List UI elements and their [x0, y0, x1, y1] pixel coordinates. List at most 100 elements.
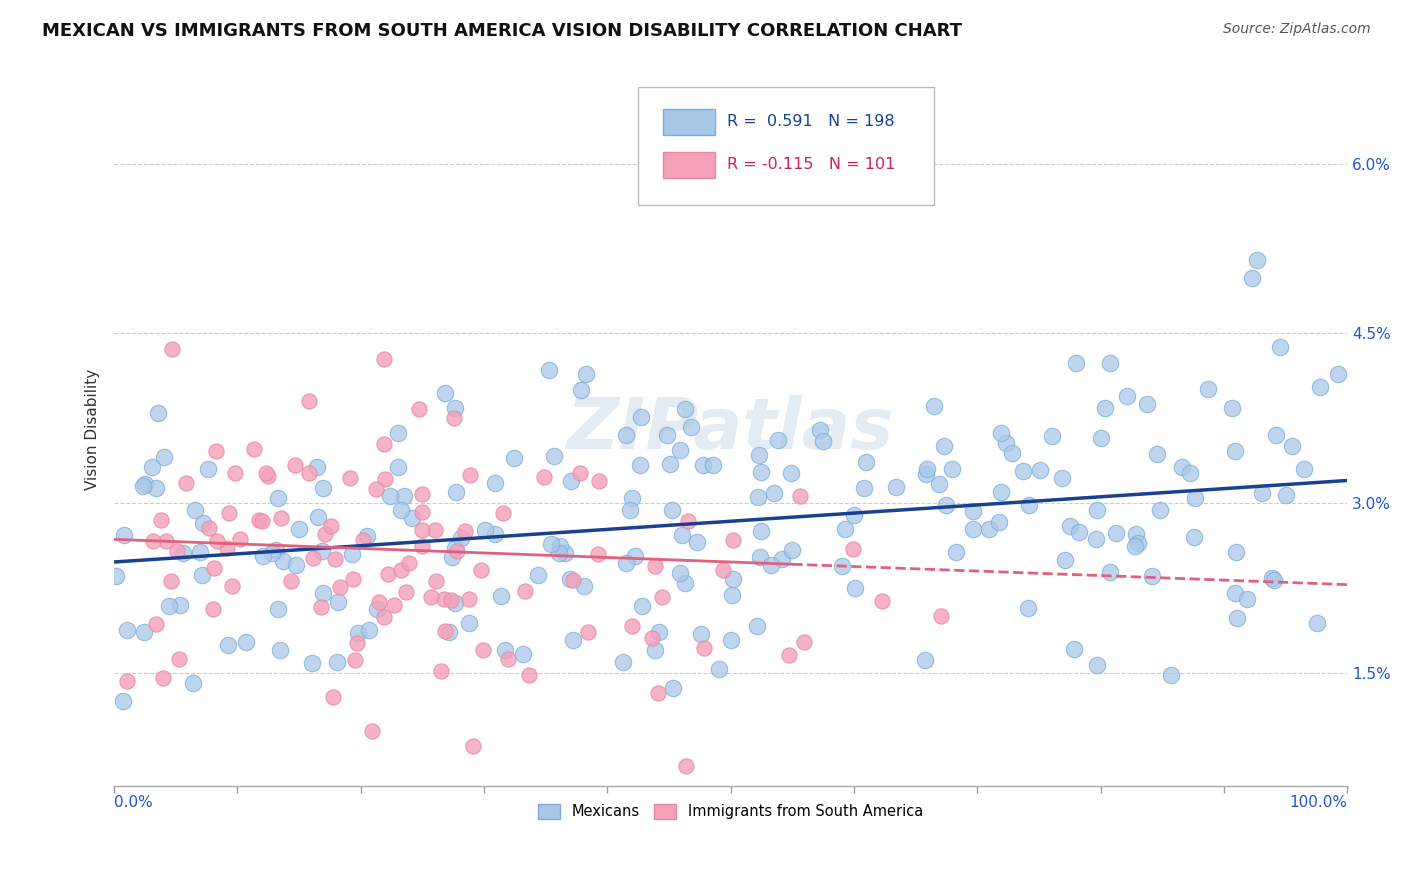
- Point: [990, 426, 1012, 441]
- Point: [266, 601, 288, 615]
- Point: [1160, 668, 1182, 682]
- Point: [1123, 539, 1146, 553]
- Point: [191, 568, 214, 582]
- Point: [197, 462, 219, 476]
- Point: [104, 568, 127, 582]
- Point: [492, 506, 515, 520]
- Point: [931, 608, 953, 623]
- Point: [132, 479, 155, 493]
- Point: [454, 524, 477, 538]
- Point: [1067, 524, 1090, 539]
- Point: [841, 542, 863, 557]
- Point: [673, 575, 696, 590]
- Point: [221, 579, 243, 593]
- Point: [1146, 447, 1168, 461]
- Point: [1197, 382, 1219, 396]
- Point: [392, 489, 415, 503]
- Point: [394, 585, 416, 599]
- Point: [1059, 519, 1081, 533]
- Point: [1128, 536, 1150, 550]
- Point: [915, 461, 938, 475]
- Point: [235, 635, 257, 649]
- Text: R =  0.591   N = 198: R = 0.591 N = 198: [727, 114, 894, 129]
- Point: [169, 651, 191, 665]
- Point: [458, 592, 481, 607]
- Point: [389, 502, 412, 516]
- Point: [870, 594, 893, 608]
- Point: [1274, 488, 1296, 502]
- Point: [356, 529, 378, 543]
- Point: [914, 653, 936, 667]
- Point: [134, 477, 156, 491]
- Point: [1225, 586, 1247, 600]
- Point: [569, 383, 592, 397]
- Point: [269, 643, 291, 657]
- Point: [517, 668, 540, 682]
- Point: [115, 623, 138, 637]
- Point: [562, 573, 585, 587]
- Point: [326, 594, 349, 608]
- Point: [301, 656, 323, 670]
- Point: [612, 655, 634, 669]
- Point: [661, 503, 683, 517]
- Point: [433, 592, 456, 607]
- Point: [157, 599, 180, 613]
- Point: [491, 589, 513, 603]
- Y-axis label: Vision Disability: Vision Disability: [86, 369, 100, 491]
- Point: [1309, 380, 1331, 394]
- Point: [373, 352, 395, 367]
- Point: [434, 385, 457, 400]
- Point: [252, 549, 274, 564]
- Point: [515, 584, 537, 599]
- Point: [651, 590, 673, 604]
- Point: [1105, 525, 1128, 540]
- Point: [834, 522, 856, 536]
- Point: [217, 541, 239, 556]
- Point: [430, 664, 453, 678]
- Point: [762, 486, 785, 500]
- Point: [323, 552, 346, 566]
- Point: [628, 458, 651, 472]
- Point: [307, 510, 329, 524]
- Point: [1064, 355, 1087, 369]
- Point: [533, 469, 555, 483]
- Point: [641, 632, 664, 646]
- Point: [1028, 463, 1050, 477]
- Point: [676, 514, 699, 528]
- Point: [671, 528, 693, 542]
- Point: [250, 514, 273, 528]
- Point: [174, 476, 197, 491]
- Point: [554, 546, 576, 560]
- Point: [311, 543, 333, 558]
- Point: [1171, 460, 1194, 475]
- Point: [470, 563, 492, 577]
- Point: [808, 423, 831, 437]
- Point: [1182, 530, 1205, 544]
- Point: [1125, 527, 1147, 541]
- Text: 100.0%: 100.0%: [1289, 795, 1347, 810]
- Point: [675, 759, 697, 773]
- Point: [262, 545, 284, 559]
- Point: [575, 367, 598, 381]
- Point: [588, 474, 610, 488]
- Point: [1226, 611, 1249, 625]
- Point: [184, 503, 207, 517]
- Point: [111, 694, 134, 708]
- Point: [423, 523, 446, 537]
- Point: [749, 465, 772, 479]
- Text: MEXICAN VS IMMIGRANTS FROM SOUTH AMERICA VISION DISABILITY CORRELATION CHART: MEXICAN VS IMMIGRANTS FROM SOUTH AMERICA…: [42, 22, 962, 40]
- Point: [723, 533, 745, 548]
- Point: [548, 546, 571, 560]
- Point: [538, 362, 561, 376]
- Point: [1220, 401, 1243, 415]
- Point: [474, 523, 496, 537]
- Point: [941, 462, 963, 476]
- Point: [188, 544, 211, 558]
- Point: [673, 401, 696, 416]
- Point: [307, 460, 329, 475]
- Point: [990, 484, 1012, 499]
- Point: [204, 444, 226, 458]
- Text: ZIPatlas: ZIPatlas: [567, 395, 894, 464]
- Point: [709, 662, 731, 676]
- Point: [172, 545, 194, 559]
